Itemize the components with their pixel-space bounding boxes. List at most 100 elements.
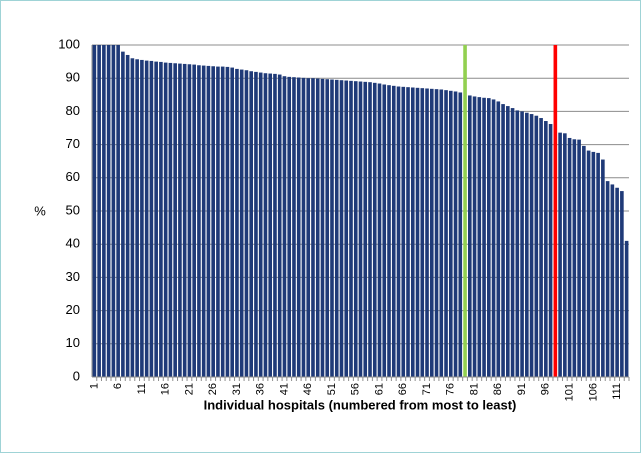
y-tick-label: 0: [73, 368, 80, 383]
bar: [510, 108, 515, 377]
x-tick-label: 11: [136, 383, 148, 394]
bar: [567, 137, 572, 377]
bar: [506, 106, 510, 377]
x-tick-label: 61: [373, 383, 385, 395]
bar: [539, 118, 543, 377]
x-tick-label: 86: [492, 383, 504, 395]
x-tick-label: 21: [183, 383, 195, 395]
bar: [591, 151, 596, 377]
bar: [216, 66, 220, 377]
bar: [239, 69, 244, 378]
bar: [235, 68, 239, 378]
bar: [97, 45, 101, 377]
bar: [425, 88, 429, 377]
bar: [410, 87, 415, 377]
bar: [230, 67, 234, 378]
x-tick-label: 101: [564, 383, 576, 401]
bar: [577, 139, 581, 377]
bar: [130, 58, 135, 377]
bar: [444, 90, 448, 377]
bar: [125, 54, 130, 378]
bar: [149, 60, 154, 377]
bar: [353, 81, 358, 378]
bar: [525, 112, 529, 377]
bar: [463, 45, 467, 377]
bar: [159, 61, 163, 377]
bar: [453, 91, 458, 377]
bar: [206, 65, 211, 377]
bar: [102, 45, 106, 377]
bar: [325, 79, 330, 378]
x-tick-label: 76: [445, 383, 457, 395]
bar: [273, 73, 277, 377]
bar: [572, 139, 577, 377]
bar: [553, 45, 558, 377]
y-axis-label: %: [34, 203, 46, 218]
bar: [320, 78, 325, 377]
bar: [349, 80, 353, 377]
bar: [439, 89, 444, 377]
bar: [582, 145, 586, 377]
bar: [211, 66, 215, 378]
bar: [529, 114, 534, 377]
bar: [106, 45, 111, 377]
bar: [515, 110, 520, 378]
bar: [396, 86, 401, 377]
bar: [268, 73, 273, 377]
x-tick-label: 31: [231, 383, 243, 395]
bar: [620, 191, 624, 377]
bar: [178, 63, 182, 377]
bar: [163, 62, 168, 377]
bar: [249, 71, 254, 377]
bar: [520, 111, 524, 378]
y-tick-label: 10: [66, 335, 80, 350]
x-tick-label: 106: [587, 383, 599, 401]
bar: [601, 159, 605, 377]
bar: [487, 98, 491, 378]
bar: [472, 96, 477, 378]
bar: [187, 64, 192, 378]
bar: [391, 85, 396, 377]
bar: [615, 187, 619, 377]
y-tick-label: 70: [66, 136, 80, 151]
x-tick-label: 66: [397, 383, 409, 395]
bar: [434, 89, 439, 377]
bar: [401, 86, 406, 377]
bar: [605, 181, 610, 377]
bar: [429, 88, 434, 377]
bar: [111, 45, 116, 377]
bar: [301, 77, 306, 378]
y-tick-label: 100: [58, 36, 80, 51]
x-tick-label: 36: [255, 383, 267, 395]
bar: [491, 99, 496, 377]
x-tick-label: 91: [516, 383, 528, 395]
bar: [121, 51, 125, 377]
y-tick-label: 90: [66, 70, 80, 85]
x-tick-label: 26: [207, 383, 219, 395]
bar: [563, 133, 567, 377]
x-tick-label: 51: [326, 383, 338, 395]
bar: [182, 63, 187, 377]
bar: [244, 70, 249, 378]
bar: [358, 81, 363, 378]
bar: [225, 66, 230, 378]
bar: [330, 79, 334, 377]
bar: [610, 184, 615, 377]
bar: [168, 62, 173, 377]
bar: [144, 60, 149, 377]
bar: [296, 77, 301, 377]
bar: [368, 82, 372, 378]
bar: [154, 61, 158, 377]
bar: [363, 81, 368, 378]
x-tick-label: 41: [278, 383, 290, 395]
bar: [406, 87, 410, 377]
bar: [116, 45, 120, 377]
bar: [311, 78, 315, 377]
bar: [344, 80, 349, 378]
y-tick-label: 20: [66, 302, 80, 317]
bar: [586, 150, 591, 377]
bar: [372, 82, 377, 378]
bar: [548, 124, 553, 378]
bar: [92, 45, 97, 377]
